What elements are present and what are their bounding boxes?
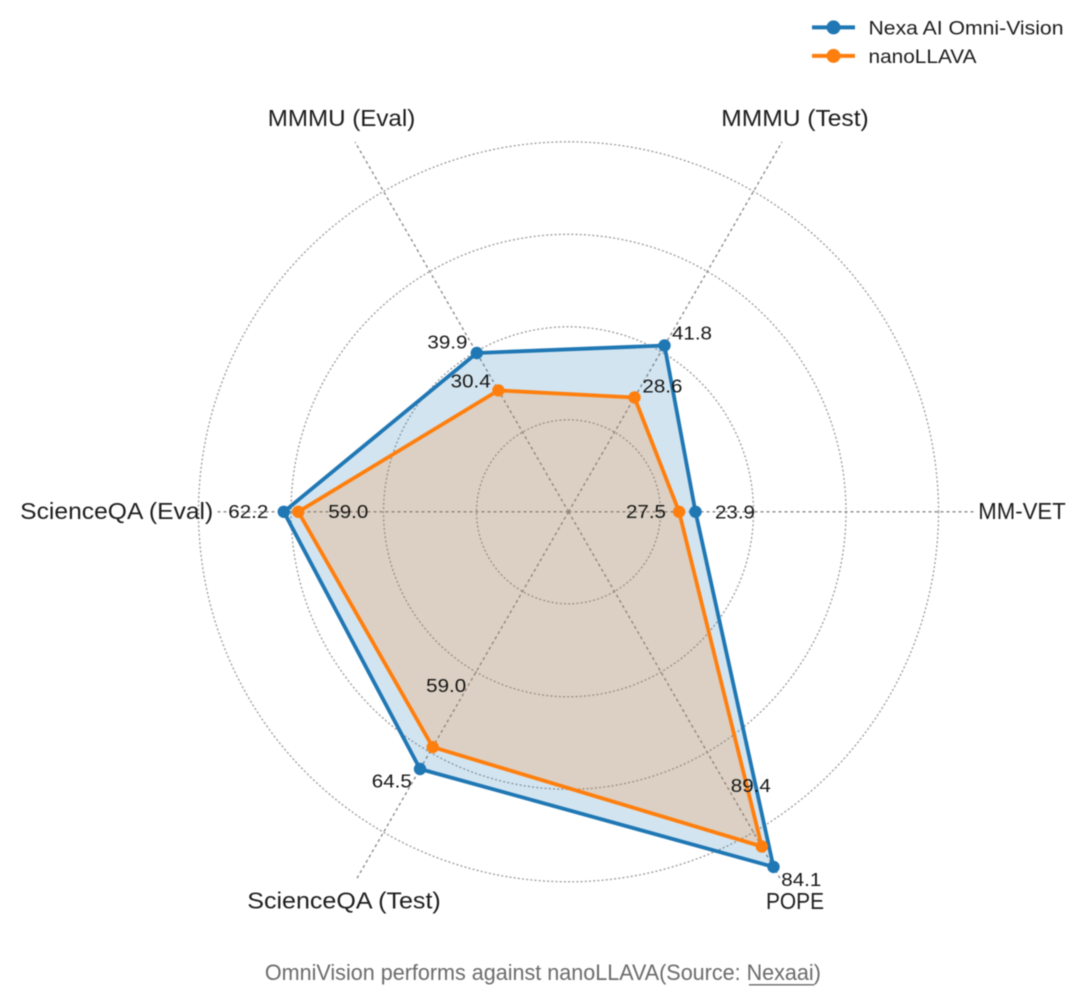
svg-text:MMMU (Test): MMMU (Test) — [721, 105, 869, 131]
svg-text:59.0: 59.0 — [328, 502, 368, 522]
svg-text:MMMU (Eval): MMMU (Eval) — [268, 105, 416, 131]
svg-text:41.8: 41.8 — [672, 323, 712, 343]
svg-text:89.4: 89.4 — [731, 776, 771, 796]
svg-text:30.4: 30.4 — [451, 372, 491, 392]
svg-text:64.5: 64.5 — [372, 771, 412, 791]
svg-text:28.6: 28.6 — [642, 377, 682, 397]
svg-text:Nexa AI Omni-Vision: Nexa AI Omni-Vision — [869, 18, 1064, 39]
svg-text:MM-VET: MM-VET — [978, 498, 1066, 524]
svg-text:62.2: 62.2 — [228, 502, 268, 522]
svg-text:59.0: 59.0 — [426, 676, 466, 696]
svg-text:27.5: 27.5 — [626, 502, 666, 522]
svg-text:23.9: 23.9 — [715, 502, 755, 522]
svg-text:nanoLLAVA: nanoLLAVA — [869, 47, 977, 68]
svg-text:39.9: 39.9 — [427, 332, 467, 352]
svg-text:ScienceQA (Eval): ScienceQA (Eval) — [20, 498, 213, 524]
svg-text:ScienceQA (Test): ScienceQA (Test) — [247, 888, 441, 914]
svg-text:POPE: POPE — [766, 888, 824, 914]
svg-text:OmniVision performs against na: OmniVision performs against nanoLLAVA(So… — [265, 960, 821, 985]
svg-text:84.1: 84.1 — [781, 870, 821, 890]
